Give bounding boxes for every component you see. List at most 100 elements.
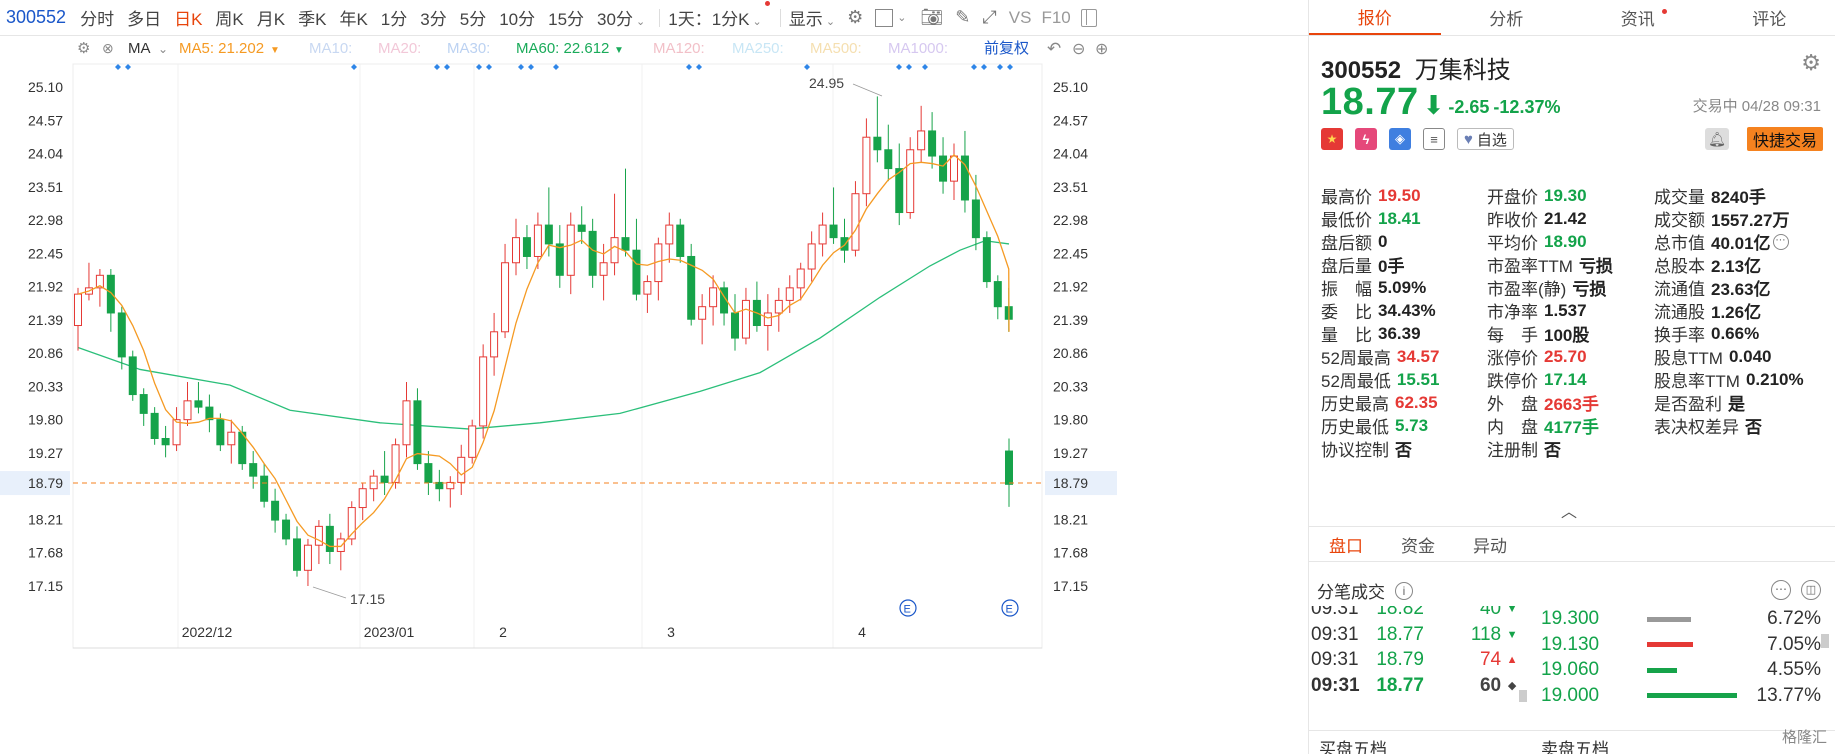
quote-label: 跌停价	[1487, 372, 1538, 391]
quote-row: 52周最高 34.57 涨停价 25.70 股息TTM 0.040	[1321, 344, 1827, 369]
ma1000-legend: MA1000:	[888, 40, 948, 57]
order-depth-list[interactable]: 19.300 6.72% 19.130 7.05% 19.060 4.55% 19.000 1…	[1531, 606, 1831, 724]
period-monthly-k[interactable]: 月K	[256, 10, 286, 29]
candle-body	[731, 312, 739, 339]
ma60-legend: MA60: 22.612	[516, 40, 609, 57]
period-multiday[interactable]: 多日	[127, 10, 162, 29]
zoom-in-icon[interactable]: ⊕	[1095, 41, 1108, 58]
candle-body	[971, 199, 980, 239]
info-icon[interactable]: i	[1395, 581, 1413, 600]
candle-body	[566, 224, 575, 276]
quote-value: 否	[1745, 418, 1762, 437]
signal-diamond	[981, 64, 987, 70]
period-yearly-k[interactable]: 年K	[339, 10, 368, 29]
scrollbar[interactable]	[1519, 690, 1527, 702]
period-quarterly-k[interactable]: 季K	[298, 10, 327, 29]
tab-comments[interactable]: 评论	[1704, 0, 1835, 35]
y-tick-label-right: 23.51	[1053, 179, 1088, 195]
tick-list[interactable]: 09:31 18.82 40 ▼ 09:31 18.77 118 ▼ 09:31 18.79 74 ▲…	[1309, 606, 1524, 724]
tag-icon[interactable]: ◈	[1389, 128, 1411, 150]
quick-trade-button[interactable]: 快捷交易	[1746, 127, 1823, 151]
tab-fund-flow[interactable]: 资金	[1401, 536, 1435, 556]
expand-icon[interactable]: ◫	[1801, 580, 1821, 600]
tab-quote[interactable]: 报价	[1309, 0, 1441, 35]
indicator-settings-gear-icon[interactable]: ⚙	[77, 40, 90, 57]
scrollbar[interactable]	[1821, 634, 1829, 648]
chevron-down-icon[interactable]: ⌄	[158, 42, 168, 56]
tab-news[interactable]: 资讯	[1572, 0, 1704, 35]
toolbar-stock-code[interactable]: 300552	[6, 7, 67, 27]
ma-selector-label[interactable]: MA	[128, 40, 151, 57]
quote-value: 36.39	[1378, 323, 1421, 343]
tick-volume: 118	[1470, 623, 1502, 645]
period-30min-dropdown[interactable]: 30分 ⌄	[597, 5, 645, 30]
panel-toggle-icon[interactable]	[1080, 8, 1097, 27]
quote-label: 开盘价	[1487, 188, 1538, 207]
tick-price: 18.77	[1376, 674, 1424, 696]
add-watchlist-button[interactable]: ♥ 自选	[1457, 128, 1514, 150]
candle-body	[577, 224, 586, 232]
adjust-mode-link[interactable]: 前复权	[984, 39, 1029, 57]
camera-icon[interactable]: 📷︎	[920, 7, 944, 27]
notification-dot	[764, 1, 770, 6]
display-dropdown[interactable]: 显示 ⌄	[789, 5, 835, 30]
candle-body	[599, 262, 608, 276]
period-5min[interactable]: 5分	[459, 10, 487, 29]
depth-pct: 4.55%	[1767, 659, 1821, 680]
candle-body	[522, 237, 531, 257]
collapse-up-icon[interactable]: ︿	[1561, 504, 1578, 521]
ma30-legend: MA30:	[447, 40, 490, 57]
event-e-icon[interactable]	[899, 599, 917, 617]
chart-grid	[72, 63, 1043, 649]
period-intraday[interactable]: 分时	[80, 10, 115, 29]
extreme-annotations: 24.95 17.15	[312, 75, 883, 607]
kline-chart-area[interactable]: ⚙ ⊗ MA ⌄ MA5: 21.202 ▼ MA10: MA20: MA30:…	[0, 36, 1308, 754]
gear-icon[interactable]: ⚙	[1801, 50, 1821, 75]
y-tick-label-right: 18.79	[1053, 475, 1088, 491]
quote-cell: 股息TTM 0.040	[1654, 344, 1827, 369]
more-icon[interactable]: ⋯	[1771, 580, 1791, 600]
period-15min[interactable]: 15分	[548, 10, 585, 29]
tab-buy-depth[interactable]: 买盘五档	[1319, 740, 1387, 754]
period-daily-k[interactable]: 日K	[174, 10, 203, 29]
tab-analysis[interactable]: 分析	[1441, 0, 1573, 35]
period-10min[interactable]: 10分	[499, 10, 536, 29]
box-select-icon[interactable]: ⌄	[875, 8, 906, 27]
lightning-icon[interactable]: ϟ	[1355, 128, 1377, 150]
kline-chart[interactable]: ⚙ ⊗ MA ⌄ MA5: 21.202 ▼ MA10: MA20: MA30:…	[0, 36, 1308, 754]
more-icon[interactable]: ⋯	[1772, 233, 1789, 250]
notes-icon[interactable]: ≡	[1423, 128, 1445, 150]
vs-button[interactable]: VS	[1008, 7, 1032, 27]
undo-icon[interactable]: ↶	[1047, 39, 1061, 58]
quote-label: 总股本	[1654, 257, 1705, 276]
tab-sell-depth[interactable]: 卖盘五档	[1541, 740, 1609, 754]
divider	[779, 8, 781, 27]
depth-pct: 7.05%	[1767, 633, 1821, 655]
quote-row: 振 幅 5.09% 市盈率(静) 亏损 流通值 23.63亿	[1321, 276, 1827, 300]
tick-price: 18.77	[1376, 623, 1424, 645]
y-tick-label-right: 21.92	[1053, 279, 1088, 295]
caret-down-icon[interactable]: ▼	[270, 45, 280, 56]
quote-value: 8240手	[1711, 188, 1766, 207]
bell-icon[interactable]: 🔔︎	[1705, 128, 1729, 150]
indicator-close-icon[interactable]: ⊗	[102, 40, 114, 56]
period-3min[interactable]: 3分	[420, 10, 447, 29]
quote-value: 4177手	[1544, 418, 1599, 437]
fullscreen-icon[interactable]: ⤢	[982, 7, 997, 27]
dropdown-label: 30分	[597, 10, 633, 29]
tab-orderbook[interactable]: 盘口	[1329, 536, 1363, 556]
zoom-out-icon[interactable]: ⊖	[1072, 41, 1085, 58]
quote-label: 振 幅	[1321, 280, 1372, 299]
event-e-icon[interactable]	[1001, 599, 1019, 617]
multiday-dropdown[interactable]: 1天：1分K ⌄	[668, 1, 770, 30]
y-tick-label-left: 20.33	[28, 378, 63, 394]
tab-anomaly[interactable]: 异动	[1473, 536, 1507, 556]
caret-down-icon[interactable]: ▼	[614, 45, 624, 56]
china-flag-icon[interactable]: ★	[1321, 128, 1343, 150]
f10-button[interactable]: F10	[1041, 7, 1071, 27]
period-weekly-k[interactable]: 周K	[215, 10, 244, 29]
pencil-icon[interactable]: ✎	[955, 7, 971, 27]
period-1min[interactable]: 1分	[380, 10, 408, 29]
signal-diamond	[528, 64, 534, 70]
settings-gear-icon[interactable]: ⚙	[847, 7, 864, 27]
